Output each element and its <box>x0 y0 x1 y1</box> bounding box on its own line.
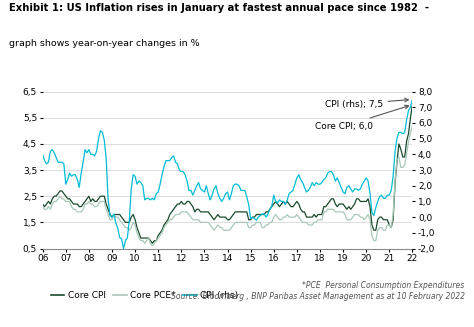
CPI (rhs) <box>410 97 415 101</box>
Core PCE* <box>271 215 277 219</box>
CPI (rhs) <box>190 193 196 197</box>
Core PCE* <box>40 205 46 209</box>
CPI (rhs) <box>40 152 46 156</box>
CPI (rhs) <box>271 193 277 197</box>
Text: *PCE  Personal Consumption Expenditures
Source: Bloomberg , BNP Paribas Asset Ma: *PCE Personal Consumption Expenditures S… <box>171 282 465 301</box>
Text: CPI (rhs); 7,5: CPI (rhs); 7,5 <box>325 98 409 109</box>
Core PCE* <box>317 218 323 222</box>
Line: Core CPI: Core CPI <box>43 105 412 243</box>
Core PCE* <box>190 218 196 222</box>
Legend: Core CPI, Core PCE*, CPI (rhs): Core CPI, Core PCE*, CPI (rhs) <box>47 287 242 304</box>
Core PCE* <box>127 228 132 232</box>
Core CPI <box>271 202 277 206</box>
Core PCE* <box>410 124 415 128</box>
Core CPI <box>317 213 323 216</box>
Line: CPI (rhs): CPI (rhs) <box>43 99 412 249</box>
Text: Exhibit 1: US Inflation rises in January at fastest annual pace since 1982  -: Exhibit 1: US Inflation rises in January… <box>9 3 429 13</box>
Core CPI <box>176 202 182 206</box>
Core CPI <box>410 103 415 107</box>
Core CPI <box>190 205 196 209</box>
Core CPI <box>127 220 132 224</box>
Text: Core CPI; 6,0: Core CPI; 6,0 <box>315 105 409 130</box>
CPI (rhs) <box>121 247 127 250</box>
Core CPI <box>319 213 325 216</box>
CPI (rhs) <box>319 181 325 184</box>
CPI (rhs) <box>176 168 182 172</box>
CPI (rhs) <box>317 182 323 186</box>
Core PCE* <box>150 244 155 248</box>
Core PCE* <box>319 218 325 222</box>
Core CPI <box>40 202 46 206</box>
Text: graph shows year-on-year changes in %: graph shows year-on-year changes in % <box>9 39 200 48</box>
Core PCE* <box>176 213 182 216</box>
CPI (rhs) <box>128 187 134 191</box>
Line: Core PCE*: Core PCE* <box>43 126 412 246</box>
Core CPI <box>150 241 155 245</box>
